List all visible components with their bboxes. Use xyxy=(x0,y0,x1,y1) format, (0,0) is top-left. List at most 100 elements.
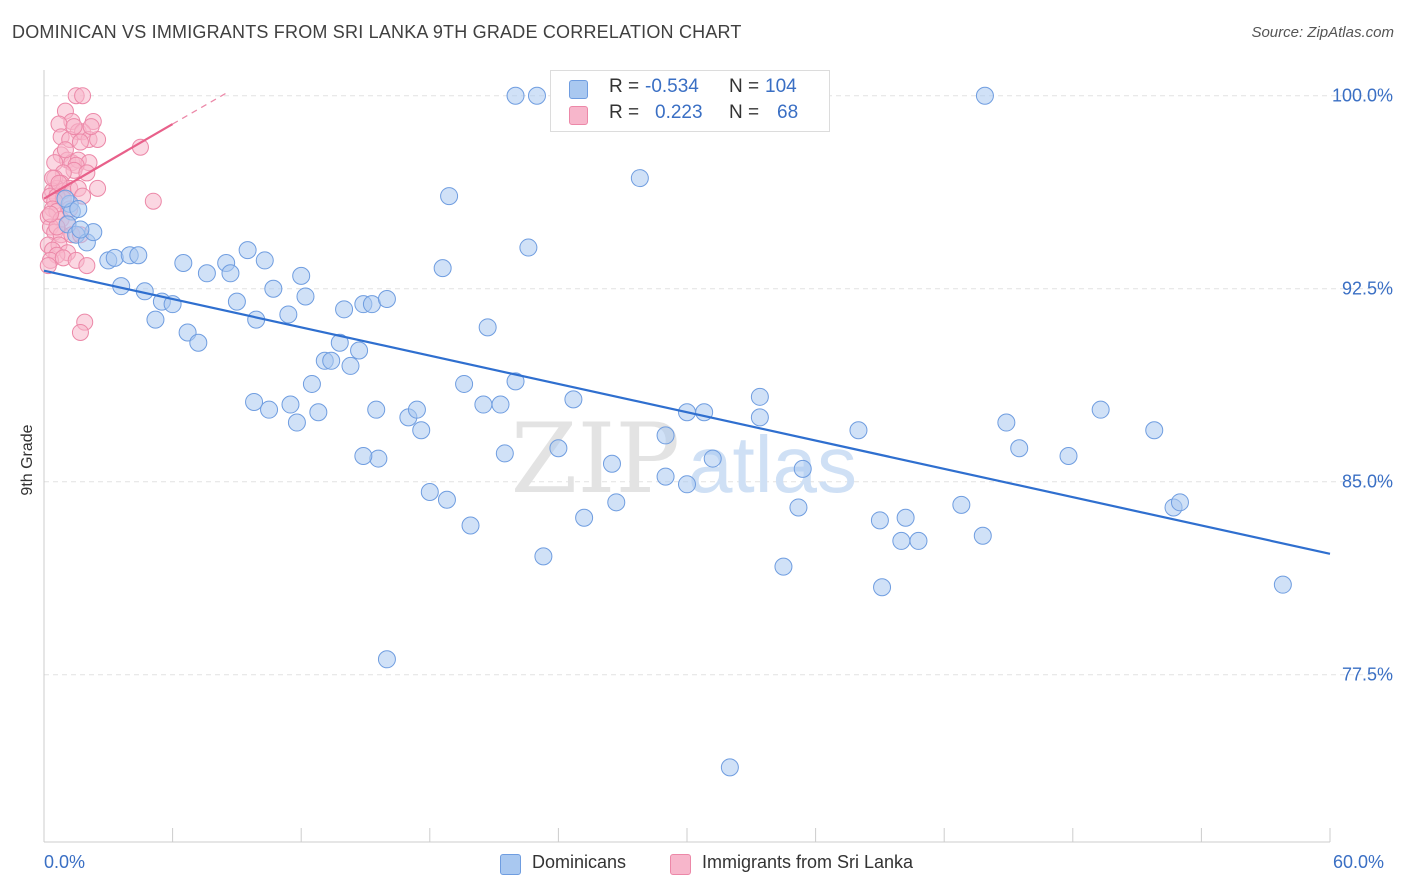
data-point-sri-lanka xyxy=(41,205,59,223)
data-point-sri-lanka xyxy=(144,192,162,210)
watermark-zip: ZIP xyxy=(511,403,680,515)
trend-line-dominicans xyxy=(43,269,1331,555)
data-point-dominican xyxy=(602,454,621,473)
legend-r-value: -0.534 xyxy=(645,76,699,97)
data-point-dominican xyxy=(1091,400,1110,419)
legend-r-label: R = xyxy=(609,102,640,123)
data-point-dominican xyxy=(412,421,431,440)
source-label[interactable]: Source: ZipAtlas.com xyxy=(1251,24,1394,41)
legend-r-label: R = xyxy=(609,76,640,97)
data-point-dominican xyxy=(506,86,525,105)
data-point-dominican xyxy=(575,508,594,527)
data-point-dominican xyxy=(105,248,124,267)
data-point-dominican xyxy=(279,305,298,324)
data-point-dominican xyxy=(260,400,279,419)
series-sri-lanka-points xyxy=(39,87,162,341)
legend-swatch-pink xyxy=(670,854,691,875)
legend-n-label: N = xyxy=(729,102,760,123)
x-tick-max: 60.0% xyxy=(1332,852,1384,872)
data-point-dominican xyxy=(255,251,274,270)
legend-n-value: 68 xyxy=(777,102,799,123)
data-point-dominican xyxy=(495,444,514,463)
data-point-dominican xyxy=(896,508,915,527)
legend-label-dominicans: Dominicans xyxy=(532,852,627,872)
data-point-dominican xyxy=(973,526,992,545)
data-point-dominican xyxy=(527,86,546,105)
data-point-dominican xyxy=(534,547,553,566)
y-tick-label: 85.0% xyxy=(1342,472,1393,492)
data-point-dominican xyxy=(750,387,769,406)
y-tick-label: 77.5% xyxy=(1342,665,1393,685)
watermark: ZIP atlas xyxy=(511,403,857,515)
data-point-dominican xyxy=(407,400,426,419)
data-point-dominican xyxy=(1145,421,1164,440)
data-point-dominican xyxy=(221,264,240,283)
data-point-dominican xyxy=(296,287,315,306)
data-point-sri-lanka xyxy=(65,118,83,136)
data-point-dominican xyxy=(564,390,583,409)
data-point-dominican xyxy=(71,220,90,239)
data-point-dominican xyxy=(189,333,208,352)
data-point-sri-lanka xyxy=(71,133,89,151)
data-point-dominican xyxy=(367,400,386,419)
data-point-dominican xyxy=(549,439,568,458)
trend-line-sri-lanka xyxy=(43,123,174,200)
data-point-dominican xyxy=(292,266,311,285)
y-tick-labels: 77.5% 85.0% 92.5% 100.0% xyxy=(1332,86,1393,685)
data-point-dominican xyxy=(474,395,493,414)
data-point-dominican xyxy=(330,333,349,352)
data-point-sri-lanka xyxy=(39,257,57,275)
stats-legend: R = -0.534 N = 104 R = 0.223 N = 68 xyxy=(550,70,830,132)
grid-lines xyxy=(44,95,1392,676)
data-point-dominican xyxy=(793,459,812,478)
data-point-dominican xyxy=(478,318,497,337)
data-point-sri-lanka xyxy=(71,323,89,341)
data-point-dominican xyxy=(607,493,626,512)
data-point-dominican xyxy=(174,254,193,272)
data-point-dominican xyxy=(720,758,739,777)
data-point-dominican xyxy=(750,408,769,427)
data-point-dominican xyxy=(909,531,928,550)
data-point-dominican xyxy=(506,372,525,391)
data-point-dominican xyxy=(362,295,381,314)
data-point-dominican xyxy=(1010,439,1029,458)
data-point-dominican xyxy=(309,403,328,422)
data-point-sri-lanka xyxy=(74,87,92,105)
data-point-dominican xyxy=(69,199,88,218)
data-point-dominican xyxy=(1273,575,1292,594)
data-point-dominican xyxy=(335,300,354,319)
data-point-dominican xyxy=(377,290,396,309)
data-point-dominican xyxy=(281,395,300,414)
legend-label-sri-lanka: Immigrants from Sri Lanka xyxy=(702,852,914,872)
data-point-dominican xyxy=(656,426,675,445)
data-point-dominican xyxy=(56,189,75,208)
data-point-sri-lanka xyxy=(82,118,100,136)
axes xyxy=(43,70,1331,843)
trend-line-sri-lanka-extension xyxy=(172,92,227,125)
data-point-sri-lanka xyxy=(56,141,74,159)
data-point-dominican xyxy=(287,413,306,432)
data-point-dominican xyxy=(440,187,459,206)
data-point-dominican xyxy=(1059,447,1078,465)
data-point-dominican xyxy=(952,495,971,514)
data-point-dominican xyxy=(519,238,538,257)
data-point-dominican xyxy=(354,447,373,465)
data-point-dominican xyxy=(322,351,341,370)
data-point-dominican xyxy=(892,531,911,550)
data-point-dominican xyxy=(245,392,264,411)
chart-title: DOMINICAN VS IMMIGRANTS FROM SRI LANKA 9… xyxy=(12,22,742,42)
data-point-dominican xyxy=(774,557,793,576)
data-point-dominican xyxy=(678,475,696,494)
data-point-dominican xyxy=(433,259,452,278)
y-tick-label: 92.5% xyxy=(1342,279,1393,299)
data-point-dominican xyxy=(377,650,396,669)
data-point-dominican xyxy=(703,449,722,468)
data-point-dominican xyxy=(1170,493,1189,512)
data-point-sri-lanka xyxy=(78,257,96,275)
data-point-dominican xyxy=(455,374,474,393)
legend-r-value: 0.223 xyxy=(655,102,703,123)
legend-swatch-blue xyxy=(569,80,588,99)
y-tick-label: 100.0% xyxy=(1332,86,1393,106)
data-point-dominican xyxy=(789,498,808,517)
